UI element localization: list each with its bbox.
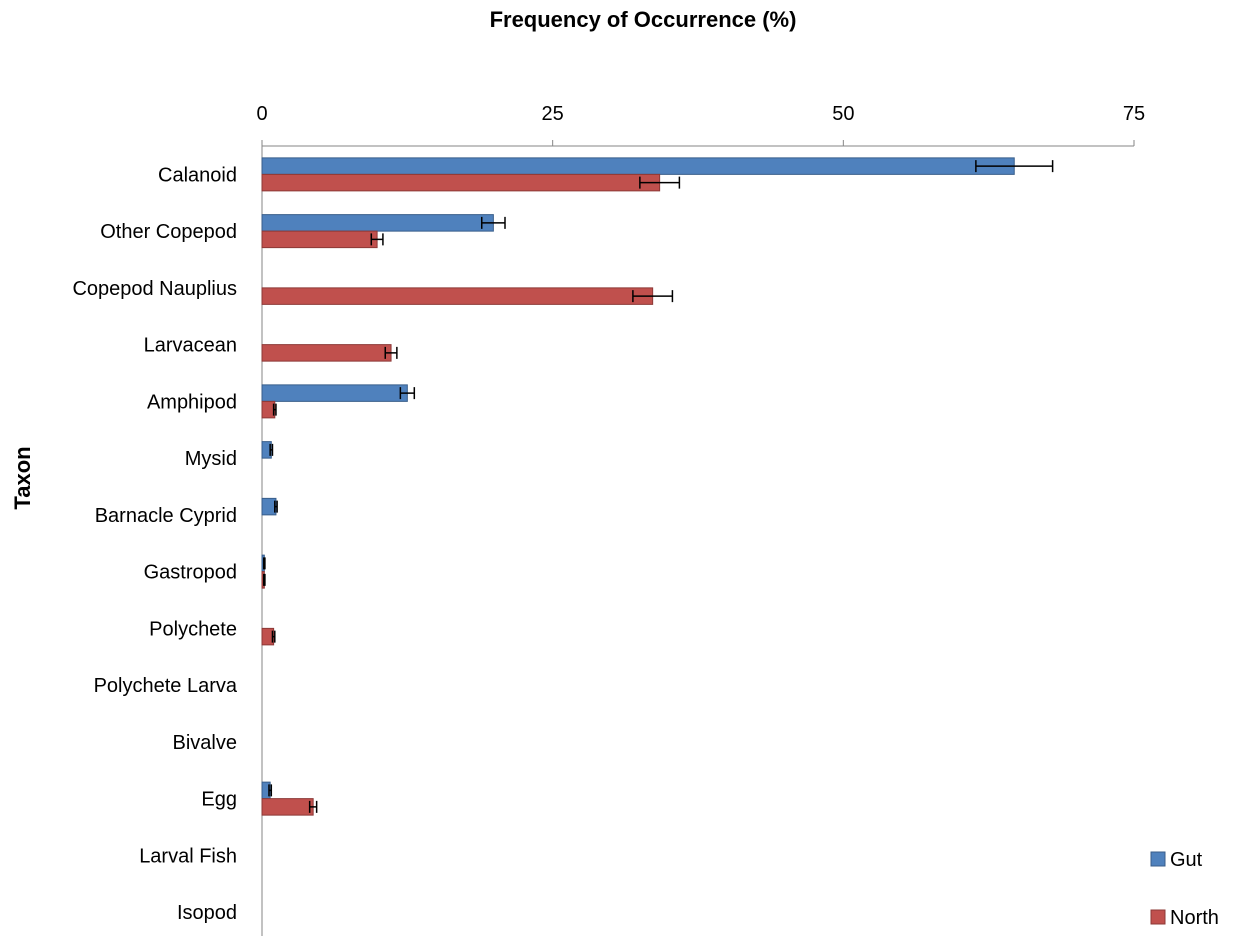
category-label: Gastropod: [144, 562, 237, 584]
category-label: Larvacean: [144, 335, 237, 357]
bar-north: [261, 344, 392, 362]
category-label: Polychete: [149, 618, 237, 640]
bars: [261, 157, 1054, 816]
chart-title: Frequency of Occurrence (%): [490, 7, 797, 32]
error-bar: [975, 160, 1054, 173]
bar-gut: [261, 214, 494, 232]
x-tick-label: 25: [542, 103, 564, 125]
bar-gut: [261, 384, 408, 402]
x-tick-label: 50: [832, 103, 854, 125]
bar-north: [261, 798, 314, 816]
legend: Gut North: [1150, 849, 1219, 929]
legend-swatch-north: [1150, 909, 1166, 925]
error-bar: [269, 443, 274, 456]
category-label: Barnacle Cyprid: [95, 505, 237, 527]
error-bar: [399, 387, 416, 400]
bar-north: [261, 230, 378, 249]
error-bar: [370, 233, 384, 246]
bar-north: [261, 287, 654, 305]
error-bar: [384, 346, 398, 359]
error-bar: [271, 630, 276, 643]
category-label: Egg: [201, 789, 237, 811]
legend-label-north: North: [1170, 907, 1219, 929]
legend-swatch-gut: [1150, 851, 1166, 867]
error-bar: [262, 557, 266, 570]
category-label: Other Copepod: [100, 221, 237, 243]
error-bar: [268, 784, 273, 797]
x-axis: 0 25 50 75: [256, 103, 1145, 936]
legend-label-gut: Gut: [1170, 849, 1203, 871]
y-axis-label: Taxon: [10, 446, 35, 509]
x-tick-label: 0: [256, 103, 267, 125]
x-tick-label: 75: [1123, 103, 1145, 125]
category-label: Amphipod: [147, 391, 237, 413]
bar-gut: [261, 157, 1015, 175]
error-bar: [639, 176, 681, 189]
bar-north: [261, 173, 661, 192]
category-label: Bivalve: [173, 732, 237, 754]
bar-north: [261, 400, 276, 419]
category-label: Copepod Nauplius: [72, 278, 237, 300]
category-labels: Calanoid Other Copepod Copepod Nauplius Lar…: [72, 164, 237, 924]
bar-gut: [261, 497, 277, 516]
category-label: Calanoid: [158, 164, 237, 186]
category-label: Mysid: [185, 448, 237, 470]
category-label: Isopod: [177, 902, 237, 924]
error-bar: [480, 216, 506, 229]
error-bar: [632, 290, 674, 303]
error-bar: [262, 573, 266, 586]
category-label: Larval Fish: [139, 845, 237, 867]
category-label: Polychete Larva: [94, 675, 238, 697]
error-bar: [274, 500, 278, 513]
error-bar: [272, 403, 277, 416]
error-bar: [308, 800, 318, 813]
